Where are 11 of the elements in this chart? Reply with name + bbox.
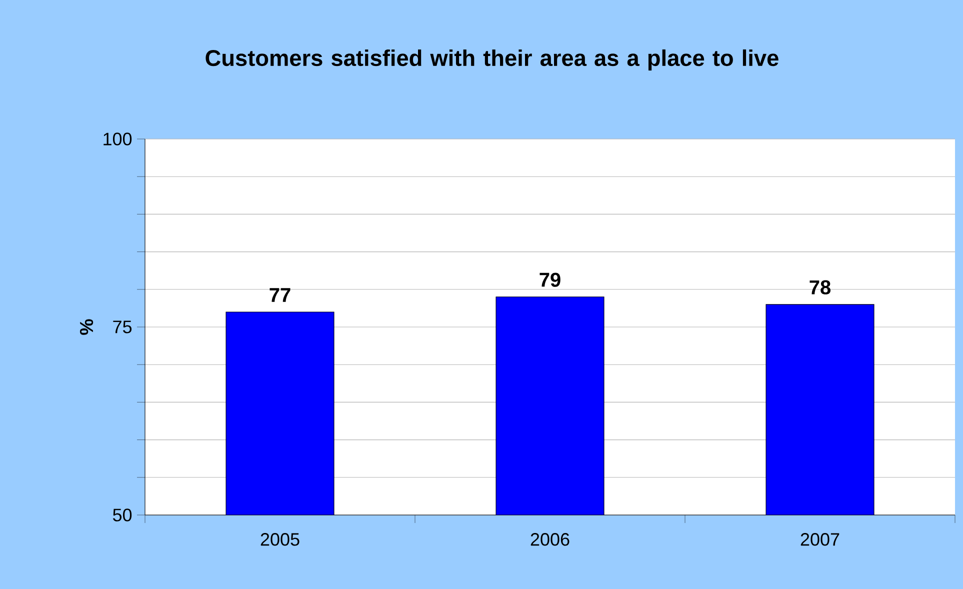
y-axis-title: % bbox=[80, 319, 94, 335]
data-label: 78 bbox=[810, 280, 830, 294]
chart-title: Customers satisfied with their area as a place to live bbox=[206, 49, 778, 71]
x-tick-label: 2005 bbox=[260, 533, 300, 546]
y-tick-label: 50 bbox=[112, 508, 132, 522]
y-tick-label: 100 bbox=[104, 132, 132, 146]
data-label: 79 bbox=[540, 272, 560, 287]
y-tick-label: 75 bbox=[113, 320, 132, 334]
data-label: 77 bbox=[270, 288, 290, 302]
x-tick-label: 2007 bbox=[800, 533, 840, 546]
x-tick-label: 2006 bbox=[530, 533, 570, 546]
